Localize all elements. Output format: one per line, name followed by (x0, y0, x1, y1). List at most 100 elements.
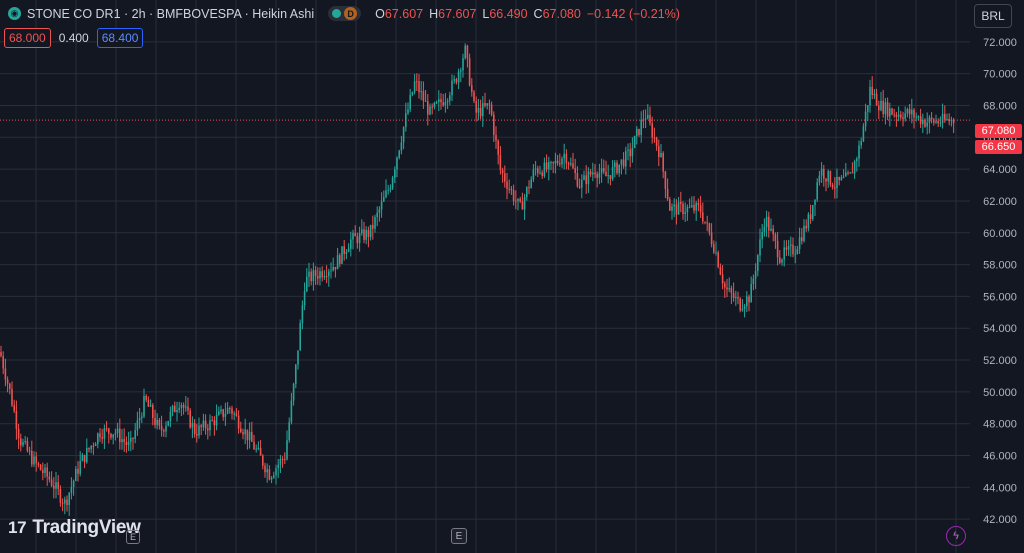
ohlc-open: O67.607 (375, 6, 424, 21)
candle-body (814, 199, 816, 206)
tradingview-logo[interactable]: 17 TradingView (8, 517, 141, 539)
candle-body (218, 411, 220, 415)
candle-body (754, 271, 757, 279)
candle-body (869, 86, 871, 106)
lightning-icon[interactable]: ϟ (946, 526, 966, 546)
candle-body (609, 175, 612, 179)
candle-body (743, 306, 746, 309)
candle-body (97, 433, 99, 444)
candle-body (57, 482, 59, 489)
candle-body (559, 163, 561, 165)
candle-body (952, 119, 955, 124)
candle-body (849, 172, 851, 174)
candle-body (911, 109, 913, 115)
candle-body (240, 428, 242, 433)
candle-body (77, 468, 79, 474)
candle-body (281, 458, 284, 460)
candle-body (66, 499, 68, 506)
sell-button[interactable]: 68.000 (4, 28, 51, 48)
candle-body (697, 203, 700, 206)
status-dots[interactable]: D (328, 6, 362, 21)
candle-body (127, 441, 130, 445)
candle-body (446, 100, 449, 103)
candle-body (796, 249, 799, 254)
candle-body (820, 168, 823, 176)
candle-body (119, 428, 121, 443)
candle-body (695, 203, 697, 211)
candle-body (246, 429, 249, 441)
candle-body (497, 140, 499, 155)
earnings-e-icon[interactable]: E (126, 530, 140, 544)
candle-body (48, 476, 51, 480)
candle-body (858, 145, 860, 159)
candle-body (204, 420, 207, 429)
candle-body (101, 437, 103, 439)
candle-body (178, 407, 180, 410)
candle-body (930, 117, 933, 120)
candle-body (750, 283, 752, 303)
eye-icon[interactable]: ◉ (8, 7, 21, 20)
ohlc-values: O67.607 H67.607 L66.490 C67.080 −0.142 (… (375, 7, 680, 21)
candle-body (361, 229, 363, 234)
candle-body (145, 395, 147, 400)
currency-button[interactable]: BRL (974, 4, 1012, 28)
candle-body (143, 395, 145, 417)
candle-body (517, 198, 519, 201)
candle-body (823, 168, 825, 179)
candle-body (495, 134, 497, 141)
candle-body (506, 181, 508, 189)
candle-body (253, 441, 255, 450)
price-axis[interactable]: 42.000 44.000 46.000 48.000 50.000 52.000 54.0… (983, 37, 1017, 526)
candle-body (620, 159, 623, 165)
candle-body (132, 438, 134, 440)
candle-body (829, 171, 832, 185)
candle-body (380, 201, 383, 210)
candle-body (541, 172, 543, 176)
chart-grid (0, 0, 970, 553)
candle-body (347, 248, 350, 252)
candle-body (532, 169, 535, 180)
candle-body (713, 244, 715, 253)
candle-body (160, 425, 163, 431)
buy-button[interactable]: 68.400 (96, 28, 144, 48)
candle-body (20, 438, 22, 446)
y-tick-label: 44.000 (983, 482, 1017, 494)
candle-body (350, 239, 352, 249)
candle-body (319, 271, 321, 279)
earnings-e-icon[interactable]: E (451, 528, 467, 544)
candle-body (196, 434, 198, 436)
candle-body (251, 431, 253, 442)
candle-body (730, 288, 733, 294)
candle-body (886, 102, 889, 117)
candle-body (334, 267, 337, 270)
y-tick-label: 42.000 (983, 514, 1017, 526)
candle-body (805, 225, 807, 229)
candle-body (229, 408, 231, 410)
symbol-title[interactable]: STONE CO DR1 · 2h · BMFBOVESPA · Heikin … (27, 6, 315, 21)
candle-body (629, 149, 631, 157)
candle-body (660, 152, 662, 158)
candle-body (264, 465, 266, 473)
ohlc-high: H67.607 (429, 6, 477, 21)
candle-body (512, 190, 515, 201)
candle-body (9, 383, 11, 389)
candle-body (759, 239, 761, 256)
candle-body (259, 447, 262, 456)
candle-body (889, 108, 891, 117)
candle-body (70, 486, 73, 493)
candle-body (550, 162, 552, 164)
candle-body (693, 204, 695, 211)
candle-body (537, 168, 539, 173)
candle-body (677, 202, 680, 215)
candle-body (605, 171, 607, 177)
candle-body (248, 431, 251, 441)
candle-body (136, 420, 139, 431)
candle-body (352, 233, 354, 240)
candle-body (363, 229, 365, 240)
candle-body (875, 93, 878, 106)
candle-body (149, 405, 152, 407)
candle-body (673, 204, 675, 207)
candle-body (801, 237, 803, 242)
candle-body (297, 350, 299, 365)
